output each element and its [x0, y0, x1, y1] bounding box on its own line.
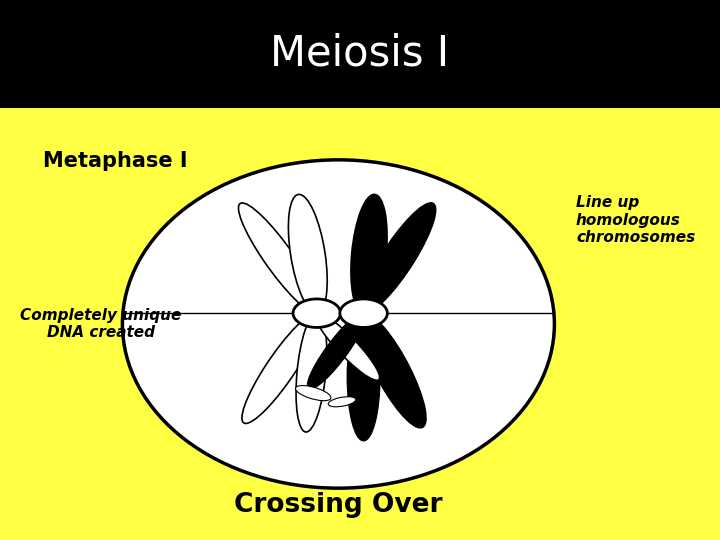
Ellipse shape — [296, 313, 327, 432]
Text: Crossing Over: Crossing Over — [234, 492, 443, 518]
Ellipse shape — [242, 313, 320, 423]
Ellipse shape — [328, 397, 356, 407]
Text: Line up
homologous
chromosomes: Line up homologous chromosomes — [576, 195, 696, 245]
Circle shape — [340, 299, 387, 327]
Circle shape — [293, 299, 341, 327]
Text: Meiosis I: Meiosis I — [271, 33, 449, 75]
Ellipse shape — [315, 313, 379, 380]
Ellipse shape — [360, 203, 436, 313]
Ellipse shape — [289, 194, 327, 313]
Text: Metaphase I: Metaphase I — [43, 151, 188, 171]
Ellipse shape — [351, 194, 387, 313]
Ellipse shape — [359, 313, 426, 428]
Ellipse shape — [238, 203, 320, 313]
Ellipse shape — [348, 313, 380, 441]
Ellipse shape — [295, 386, 331, 401]
Ellipse shape — [307, 313, 366, 389]
Text: Completely unique
DNA created: Completely unique DNA created — [20, 308, 181, 340]
Ellipse shape — [122, 160, 554, 488]
